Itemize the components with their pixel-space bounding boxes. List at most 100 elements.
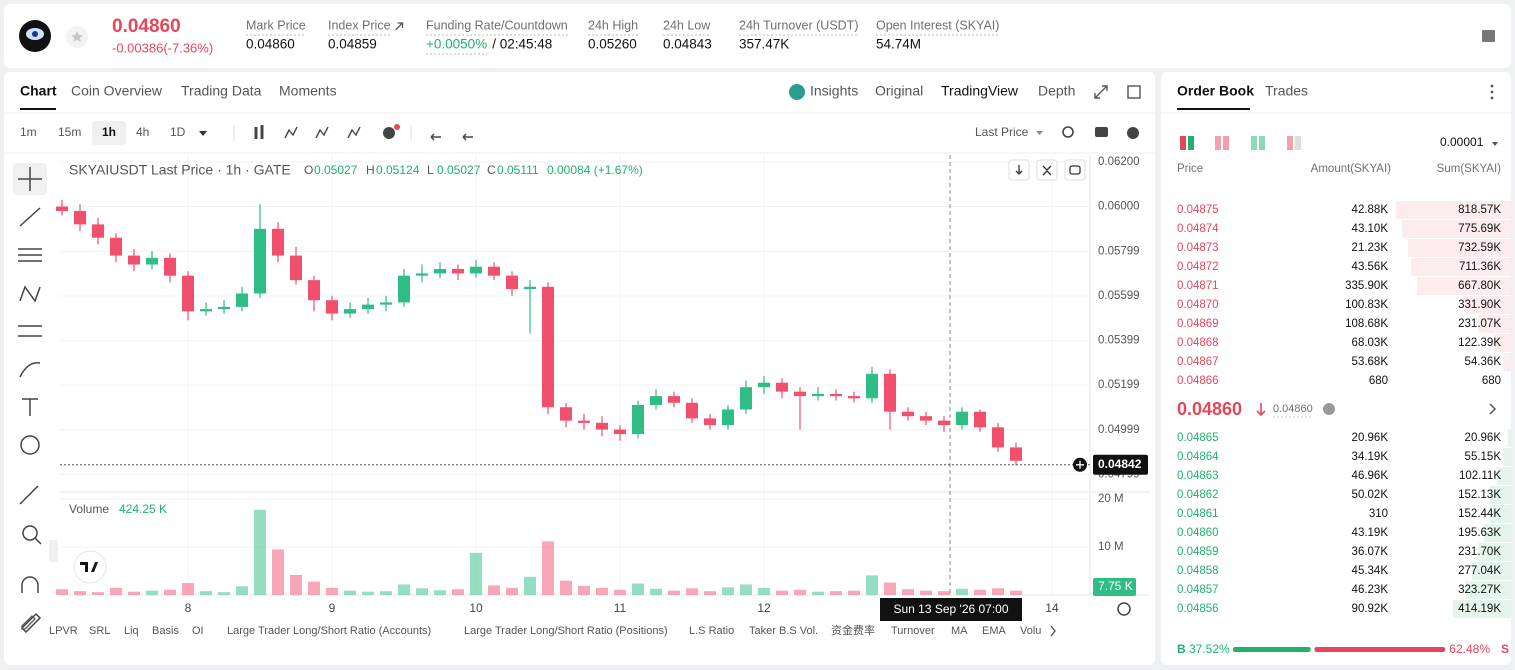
- volume-badge-label: 7.75 K: [1098, 579, 1133, 593]
- chart-button-icon: [1042, 165, 1052, 176]
- more-icon[interactable]: [1490, 90, 1494, 94]
- drawing-tool[interactable]: [20, 612, 42, 634]
- volume-bar: [631, 583, 644, 595]
- candle-body: [164, 257, 177, 276]
- volume-bar: [865, 575, 878, 595]
- view-option[interactable]: Original: [875, 83, 923, 99]
- drawing-tool[interactable]: [21, 576, 39, 593]
- volume-bar: [164, 589, 177, 595]
- toolbar-icon[interactable]: [315, 126, 329, 139]
- view-option[interactable]: Depth: [1038, 83, 1075, 99]
- fullscreen-icon[interactable]: [1094, 85, 1108, 99]
- view-option[interactable]: TradingView: [941, 83, 1019, 99]
- indicator[interactable]: SRL: [89, 625, 110, 637]
- y-tick-label: 0.04999: [1098, 424, 1140, 436]
- indicator-scroll[interactable]: [1050, 625, 1056, 637]
- interval[interactable]: 4h: [136, 125, 149, 139]
- header-icon[interactable]: [1482, 30, 1495, 42]
- ob-tab[interactable]: Order Book: [1177, 83, 1254, 99]
- drawing-tool[interactable]: [18, 167, 42, 191]
- indicator[interactable]: Liq: [124, 625, 139, 637]
- drawing-tool[interactable]: [19, 207, 41, 227]
- indicator[interactable]: LPVR: [49, 625, 78, 637]
- toolbar-icon[interactable]: [430, 133, 441, 141]
- camera-icon[interactable]: [1095, 127, 1108, 137]
- ob-tab[interactable]: Trades: [1265, 83, 1308, 99]
- indicator[interactable]: Taker B.S Vol.: [749, 625, 818, 637]
- indicator[interactable]: Basis: [152, 625, 179, 637]
- ob-price: 0.04856: [1177, 603, 1219, 615]
- ob-price: 0.04871: [1177, 280, 1219, 292]
- indicator[interactable]: Large Trader Long/Short Ratio (Accounts): [227, 625, 431, 637]
- view-option[interactable]: Insights: [810, 83, 858, 99]
- indicator[interactable]: OI: [192, 625, 204, 637]
- ob-amount: 680: [1369, 375, 1388, 387]
- expand-arrow[interactable]: [1489, 403, 1497, 415]
- axis-settings-icon[interactable]: [1117, 602, 1131, 616]
- chart-button[interactable]: [1064, 159, 1086, 181]
- layout-option[interactable]: [1180, 136, 1186, 150]
- ob-price: 0.04861: [1177, 508, 1219, 520]
- indicator-icon[interactable]: [383, 127, 395, 139]
- price-source[interactable]: Last Price: [975, 125, 1029, 139]
- window-icon[interactable]: [1127, 85, 1141, 99]
- volume-bar: [92, 592, 105, 595]
- indicator[interactable]: Turnover: [891, 625, 935, 637]
- candle-icon[interactable]: [254, 125, 264, 139]
- indicator[interactable]: L.S Ratio: [689, 625, 734, 637]
- layout-option[interactable]: [1215, 136, 1221, 150]
- candle-body: [955, 411, 968, 426]
- indicator[interactable]: MA: [951, 625, 968, 637]
- drawing-tool[interactable]: [19, 485, 39, 505]
- indicator[interactable]: Volu: [1020, 625, 1041, 637]
- interval[interactable]: 15m: [58, 125, 81, 139]
- indicator[interactable]: 资金费率: [831, 623, 875, 637]
- candle-body: [560, 407, 573, 421]
- layout-option: [1295, 136, 1301, 150]
- volume-bar: [308, 581, 321, 595]
- drawing-tool[interactable]: [20, 435, 40, 455]
- more-icon[interactable]: [1490, 96, 1494, 100]
- interval[interactable]: 1h: [102, 125, 116, 139]
- volume-bar: [416, 588, 429, 595]
- tab[interactable]: Moments: [279, 83, 337, 99]
- layout-option[interactable]: [1251, 136, 1257, 150]
- interval[interactable]: 1m: [20, 125, 37, 139]
- drawing-tool[interactable]: [22, 525, 42, 545]
- depth-bar: [1411, 258, 1511, 276]
- interval[interactable]: 1D: [170, 125, 186, 139]
- ob-sum: 152.44K: [1458, 508, 1501, 520]
- mid-price: 0.04860: [1177, 399, 1242, 419]
- toolbar-icon[interactable]: [347, 126, 361, 139]
- drawing-tool[interactable]: [18, 325, 42, 337]
- depth-bar: [1452, 600, 1511, 618]
- candle-body: [470, 266, 483, 274]
- edit-icon[interactable]: [21, 615, 36, 630]
- toolbar-icon[interactable]: [462, 133, 473, 141]
- tab[interactable]: Chart: [20, 83, 57, 99]
- toolbar-icon[interactable]: [284, 126, 298, 139]
- search-icon[interactable]: [1062, 126, 1074, 138]
- precision[interactable]: 0.00001: [1440, 135, 1484, 149]
- drawing-tool[interactable]: [19, 285, 41, 303]
- volume-bar: [757, 587, 770, 595]
- drawing-tool[interactable]: [18, 248, 42, 262]
- indicator[interactable]: Large Trader Long/Short Ratio (Positions…: [464, 625, 668, 637]
- drawing-tool[interactable]: [19, 362, 41, 378]
- tab[interactable]: Trading Data: [181, 83, 262, 99]
- ob-column: Price: [1177, 163, 1203, 175]
- drawing-tool[interactable]: [22, 398, 38, 416]
- indicator[interactable]: EMA: [982, 625, 1007, 637]
- sidebar-toggle[interactable]: [49, 540, 58, 562]
- chart-button-icon: [1015, 165, 1023, 175]
- insights-icon: [789, 84, 805, 100]
- more-icon[interactable]: [1490, 84, 1494, 88]
- settings-icon[interactable]: [1127, 127, 1139, 139]
- candle-body: [128, 255, 141, 265]
- volume-bar: [452, 589, 465, 595]
- x-tick-label: 8: [185, 601, 192, 615]
- layout-option[interactable]: [1287, 136, 1293, 150]
- tab[interactable]: Coin Overview: [71, 83, 163, 99]
- candle-body: [973, 411, 986, 428]
- ratio-bar-buy: [1233, 647, 1311, 652]
